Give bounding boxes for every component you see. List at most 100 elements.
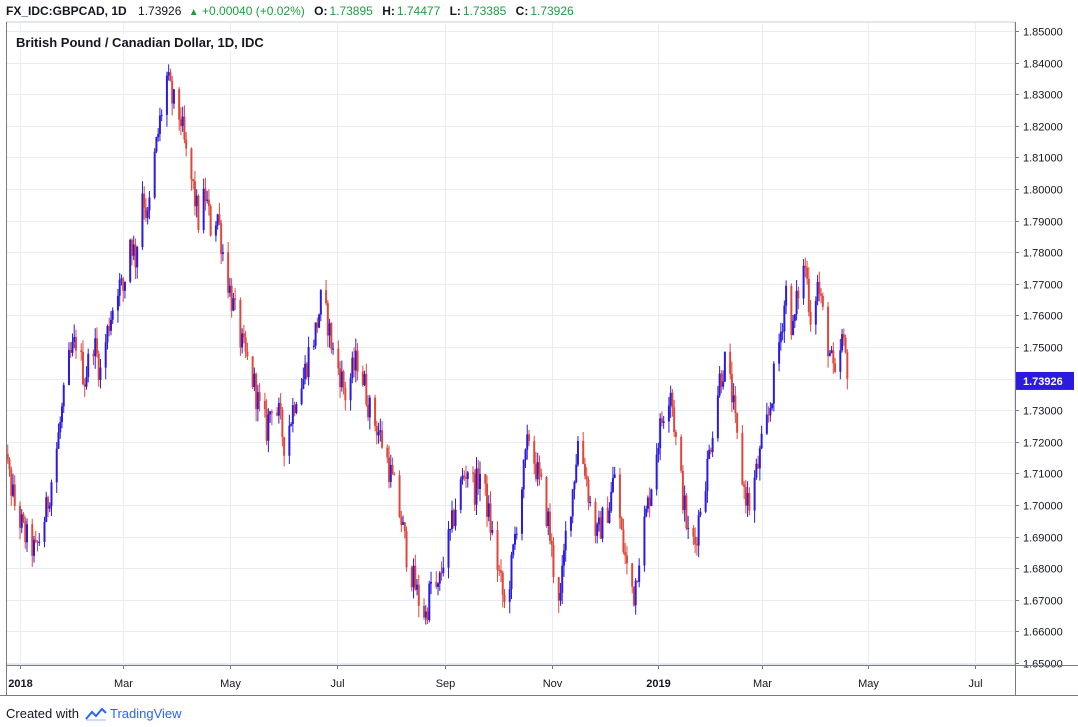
candle-body <box>316 322 319 328</box>
candle <box>636 580 639 583</box>
chart-grid <box>5 21 1016 666</box>
candle <box>622 518 625 555</box>
candle-body <box>674 432 677 437</box>
candle-body <box>94 338 97 357</box>
candle-body <box>227 252 230 293</box>
candle <box>316 317 319 333</box>
candle <box>318 313 321 329</box>
candle-body <box>545 477 548 527</box>
candle-body <box>681 470 684 510</box>
x-tick-label: 2019 <box>646 678 670 690</box>
candle <box>820 288 823 304</box>
candle <box>165 71 168 127</box>
candle-body <box>349 378 352 401</box>
candle <box>484 473 487 496</box>
candle-body <box>587 479 590 503</box>
candle <box>400 510 403 533</box>
candle <box>414 554 417 591</box>
candle-body <box>814 301 817 325</box>
candle <box>312 339 315 351</box>
candle <box>729 343 732 380</box>
candle <box>526 424 529 460</box>
candle <box>314 322 317 350</box>
tradingview-logo-icon[interactable] <box>85 707 107 721</box>
candle-body <box>515 533 518 535</box>
candle <box>501 570 504 608</box>
x-tick-label: Jul <box>330 678 344 690</box>
candle <box>190 147 193 191</box>
y-tick-label: 1.66000 <box>1023 627 1063 639</box>
candle <box>783 300 786 343</box>
candle <box>711 431 714 458</box>
candle-body <box>466 472 469 479</box>
candle <box>454 498 457 531</box>
candle-body <box>85 377 88 387</box>
candle <box>440 561 443 581</box>
candle-body <box>501 572 504 595</box>
candle <box>435 571 438 589</box>
candle-body <box>472 472 475 474</box>
candle-body <box>414 565 417 590</box>
y-tick-label: 1.78000 <box>1023 248 1063 260</box>
up-arrow-icon: ▲ <box>188 7 199 18</box>
candle <box>491 520 494 536</box>
last-price: 1.73926 <box>138 4 182 18</box>
candle-body <box>797 290 800 299</box>
candle <box>424 605 427 625</box>
candle <box>479 461 482 502</box>
candle-body <box>687 527 690 529</box>
candle-body <box>576 441 579 465</box>
candle <box>253 367 256 392</box>
candle <box>709 447 712 455</box>
candle <box>379 418 382 442</box>
candle <box>109 311 112 336</box>
candle <box>302 367 305 390</box>
candle-body <box>134 244 137 268</box>
candle-body <box>709 449 712 452</box>
candle <box>667 397 670 433</box>
candle <box>375 420 378 445</box>
candle <box>426 607 429 624</box>
candle-body <box>69 349 72 353</box>
candle-body <box>214 225 217 236</box>
candle-body <box>55 448 58 483</box>
candle <box>361 365 364 387</box>
candle-body <box>662 421 665 423</box>
candle-body <box>571 489 574 517</box>
candle-body <box>251 356 254 387</box>
candle-body <box>402 522 405 525</box>
candle <box>344 381 347 411</box>
candle-body <box>685 495 688 529</box>
candle <box>662 415 665 429</box>
candle <box>293 401 296 417</box>
y-tick-label: 1.77000 <box>1023 280 1063 292</box>
candle <box>778 333 781 372</box>
candle-body <box>276 412 279 416</box>
symbol-label[interactable]: FX_IDC:GBPCAD, 1D <box>6 4 127 18</box>
candle <box>571 488 574 524</box>
candle <box>143 186 146 220</box>
candle <box>204 177 207 211</box>
candle <box>239 297 242 356</box>
candle <box>67 342 70 386</box>
y-tick-label: 1.75000 <box>1023 343 1063 355</box>
candle-body <box>730 374 733 403</box>
candle-body <box>290 424 293 426</box>
candle <box>536 452 539 487</box>
candle <box>802 259 805 305</box>
candle <box>381 420 384 449</box>
tradingview-link[interactable]: TradingView <box>109 706 182 721</box>
candle <box>659 413 662 461</box>
candle-body <box>547 511 550 527</box>
candle-body <box>344 387 347 401</box>
candle-body <box>155 137 158 152</box>
candle <box>300 377 303 406</box>
candle-body <box>562 550 565 566</box>
candle <box>25 518 28 552</box>
candle <box>582 431 585 465</box>
x-tick-label: 2018 <box>8 678 32 690</box>
candle-body <box>597 517 600 525</box>
candle-body <box>767 414 770 416</box>
candle <box>631 562 634 594</box>
